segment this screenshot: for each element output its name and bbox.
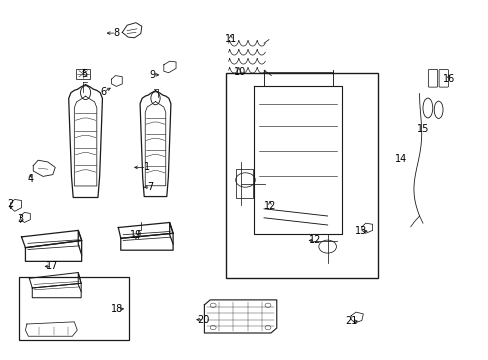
Bar (76, 69, 90, 79)
Text: 4: 4 (27, 174, 33, 184)
Text: 12: 12 (308, 235, 321, 246)
Bar (235, 169, 252, 198)
Text: 11: 11 (224, 34, 237, 44)
Text: 5: 5 (81, 69, 87, 79)
Text: 9: 9 (149, 70, 155, 80)
Text: 10: 10 (233, 67, 245, 77)
Text: 7: 7 (147, 182, 153, 192)
Text: 14: 14 (394, 154, 407, 164)
Text: 19: 19 (129, 230, 142, 240)
Text: 12: 12 (263, 201, 276, 211)
Text: 13: 13 (354, 226, 366, 236)
Text: 18: 18 (111, 304, 123, 314)
Text: 15: 15 (416, 124, 428, 134)
Text: 21: 21 (344, 316, 357, 326)
Text: 1: 1 (143, 162, 149, 172)
Text: 16: 16 (442, 74, 454, 84)
Bar (225, 73, 377, 278)
Text: 20: 20 (197, 315, 209, 325)
Text: 2: 2 (8, 199, 14, 210)
Text: 8: 8 (113, 28, 119, 38)
Bar (19, 277, 128, 340)
Text: 3: 3 (18, 213, 23, 224)
Text: 17: 17 (45, 261, 58, 271)
Text: 6: 6 (101, 87, 106, 97)
